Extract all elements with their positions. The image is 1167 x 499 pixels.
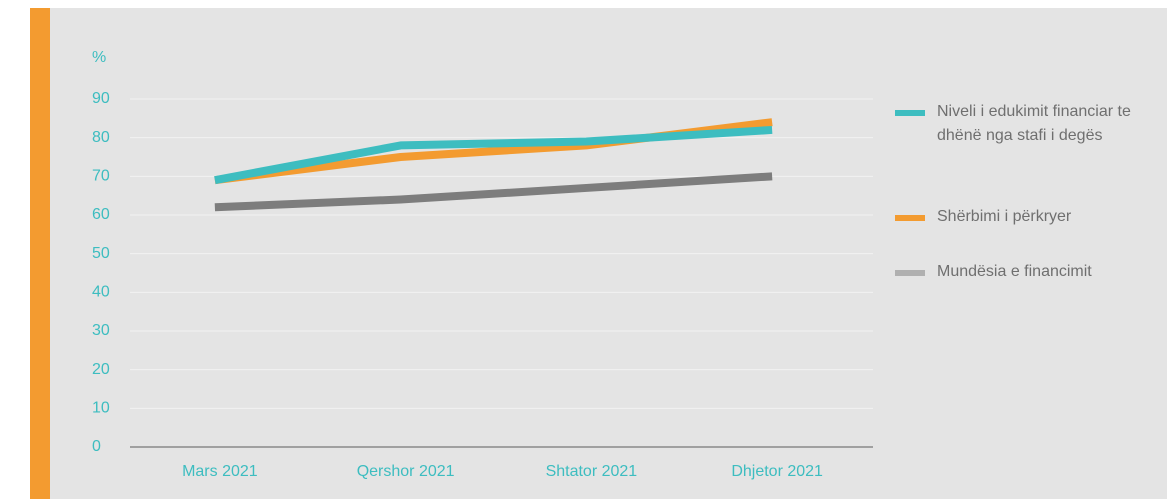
y-tick-label: 70 [92, 168, 110, 185]
y-tick-label: 90 [92, 90, 110, 107]
x-tick-label: Dhjetor 2021 [731, 463, 823, 480]
legend-label: Shërbimi i përkryer [937, 208, 1072, 225]
x-tick-label: Mars 2021 [182, 463, 258, 480]
series-line [214, 172, 773, 212]
y-tick-label: 50 [92, 245, 110, 262]
y-tick-label: 20 [92, 361, 110, 378]
legend-item: Shërbimi i përkryer [895, 205, 1160, 229]
legend-label: Niveli i edukimit financiar te dhënë nga… [937, 103, 1131, 144]
y-axis-label: % [92, 49, 106, 66]
legend-swatch [895, 270, 925, 276]
y-tick-label: 80 [92, 129, 110, 146]
side-bar [30, 8, 50, 499]
x-tick-label: Qershor 2021 [357, 463, 455, 480]
y-tick-label: 0 [92, 438, 101, 455]
legend-item: Niveli i edukimit financiar te dhënë nga… [895, 100, 1160, 148]
x-tick-label: Shtator 2021 [546, 463, 638, 480]
y-tick-label: 40 [92, 284, 110, 301]
legend-label: Mundësia e financimit [937, 263, 1092, 280]
legend-item: Mundësia e financimit [895, 260, 1160, 284]
series-line [214, 125, 773, 185]
legend-swatch [895, 110, 925, 116]
y-tick-label: 30 [92, 322, 110, 339]
y-tick-label: 60 [92, 206, 110, 223]
legend-swatch [895, 215, 925, 221]
y-tick-label: 10 [92, 400, 110, 417]
